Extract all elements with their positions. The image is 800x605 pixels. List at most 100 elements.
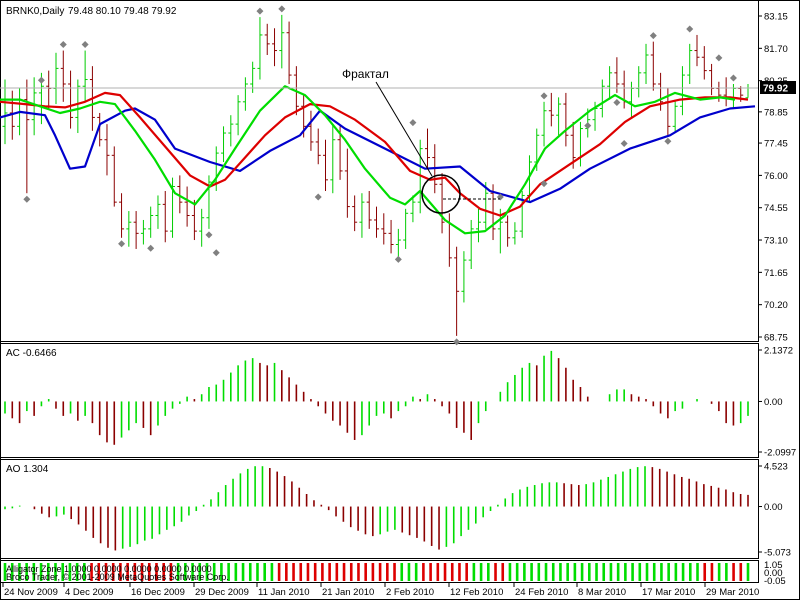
price-bar — [694, 34, 700, 67]
zone-bar — [32, 563, 36, 581]
zone-bar — [573, 563, 577, 581]
zone-bar — [357, 563, 360, 581]
price-bar — [140, 219, 146, 245]
zone-bar — [544, 563, 548, 581]
price-bar — [352, 195, 358, 232]
price-bar — [556, 97, 562, 136]
zone-bar — [90, 563, 93, 581]
price-bar — [381, 213, 387, 245]
fractal-up-marker — [729, 74, 737, 82]
zone-bar — [710, 563, 714, 581]
zone-bars-layer — [3, 563, 750, 581]
axes-layer: 83.1581.7080.2578.8577.4576.0074.5573.10… — [2, 12, 796, 598]
time-axis-label: 17 Mar 2010 — [642, 587, 695, 598]
price-bar — [395, 228, 401, 261]
fractal-down-marker — [584, 122, 592, 130]
time-axis-label: 24 Feb 2010 — [515, 587, 568, 598]
fractal-up-marker — [715, 54, 723, 62]
price-bar — [323, 139, 329, 191]
price-bar — [650, 41, 656, 91]
zone-bar — [263, 563, 266, 581]
zone-bar — [140, 563, 144, 581]
main-ohlc-values: 79.48 80.10 79.48 79.92 — [68, 6, 177, 17]
zone-bar — [501, 563, 505, 581]
price-bar — [607, 66, 613, 100]
price-bar — [512, 222, 518, 245]
price-bar — [119, 193, 125, 238]
zone-bar — [54, 563, 57, 581]
zone-panel — [0, 560, 759, 583]
price-axis-label: 83.15 — [764, 12, 788, 23]
zone-bar — [746, 563, 750, 581]
price-bar — [330, 124, 336, 194]
zone-title: Alligator Zone 1.0000 0.0000 0.0000 0.00… — [6, 564, 212, 574]
time-axis-label: 4 Dec 2009 — [65, 587, 114, 598]
fractal-down-marker — [620, 139, 628, 147]
indicator-axis-label: -5.073 — [764, 548, 791, 559]
zone-bar — [335, 563, 339, 581]
price-bar — [199, 208, 205, 247]
price-bar — [475, 208, 481, 243]
zone-axis-label: -0.05 — [764, 576, 786, 587]
price-bar — [53, 52, 59, 105]
fractal-up-marker — [37, 76, 45, 84]
zone-bar — [580, 563, 584, 581]
price-bar — [636, 66, 642, 98]
zone-bar — [256, 563, 259, 581]
price-axis-label: 74.55 — [764, 203, 788, 214]
zone-bar — [212, 563, 216, 581]
time-axis-label: 29 Dec 2009 — [195, 587, 249, 598]
zone-bar — [176, 563, 180, 581]
price-bar — [221, 126, 227, 163]
price-bar — [235, 95, 241, 136]
zone-bar — [306, 563, 310, 581]
zone-bar — [83, 563, 86, 581]
zone-bar — [609, 563, 613, 581]
zone-bar — [270, 563, 274, 581]
zone-bar — [696, 563, 699, 581]
time-axis-label: 8 Mar 2010 — [578, 587, 626, 598]
price-bar — [643, 43, 649, 84]
zone-bar — [227, 563, 230, 581]
alligator-jaw-line — [0, 105, 756, 204]
price-bar — [628, 81, 634, 118]
ac-panel — [0, 343, 759, 458]
zone-bar — [3, 563, 7, 581]
zone-bar — [458, 563, 461, 581]
zone-bar — [443, 563, 447, 581]
indicator-axis-label: 4.523 — [764, 462, 788, 473]
zone-bar — [133, 563, 137, 581]
zone-bar — [126, 563, 129, 581]
fractal-up-marker — [278, 5, 286, 13]
zone-bar — [523, 563, 526, 581]
fractal-up-marker — [409, 119, 417, 127]
zone-bar — [111, 563, 115, 581]
current-price-tag — [760, 81, 796, 95]
ao-title: AO 1.304 — [6, 464, 49, 475]
zone-bar — [487, 563, 490, 581]
price-bar — [308, 110, 314, 151]
zone-bar — [68, 563, 72, 581]
zone-bar — [220, 563, 223, 581]
price-axis-label: 70.20 — [764, 300, 788, 311]
zone-bar — [378, 563, 382, 581]
zone-bar — [46, 563, 50, 581]
zone-bar — [429, 563, 432, 581]
price-bar — [206, 175, 212, 229]
zone-bar — [155, 563, 158, 581]
price-bar — [621, 70, 627, 109]
fractal-down-marker — [212, 249, 220, 257]
zone-bar — [537, 563, 541, 581]
fractal-down-marker — [394, 255, 402, 263]
fractal-down-marker — [205, 231, 213, 239]
zone-axis-label: 0.00 — [764, 568, 783, 579]
zone-bar — [681, 563, 685, 581]
zone-bar — [508, 563, 512, 581]
fractal-down-marker — [23, 195, 31, 203]
zone-bar — [465, 563, 468, 581]
price-axis-label: 78.85 — [764, 107, 788, 118]
price-bar — [315, 128, 321, 165]
